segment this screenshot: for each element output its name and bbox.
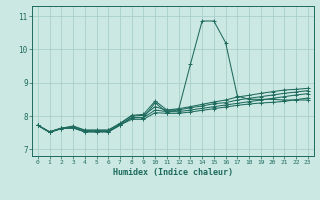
X-axis label: Humidex (Indice chaleur): Humidex (Indice chaleur) <box>113 168 233 177</box>
